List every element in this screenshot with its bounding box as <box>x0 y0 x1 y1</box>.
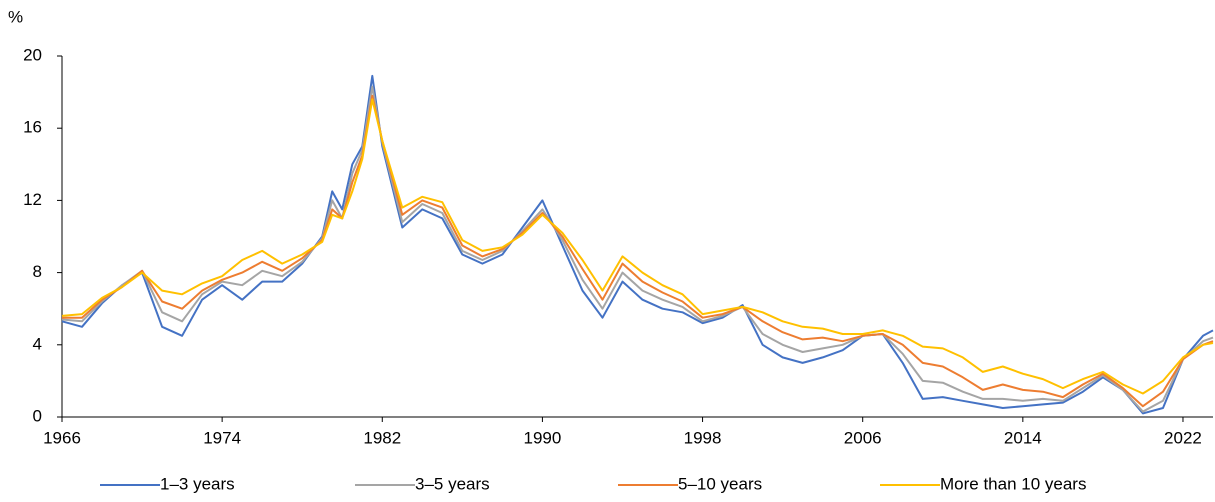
y-axis-label: % <box>8 7 23 26</box>
x-tick-label: 1998 <box>684 428 722 447</box>
series-line <box>61 85 1214 413</box>
series-line <box>61 98 1214 395</box>
legend-label: More than 10 years <box>940 474 1086 493</box>
x-tick-label: 1982 <box>363 428 401 447</box>
series-line <box>61 74 1214 415</box>
y-tick-label: 4 <box>33 334 42 353</box>
x-tick-label: 2014 <box>1004 428 1042 447</box>
x-tick-label: 1990 <box>524 428 562 447</box>
x-tick-label: 2006 <box>844 428 882 447</box>
series-line <box>62 94 1214 408</box>
y-tick-label: 0 <box>33 406 42 425</box>
x-tick-label: 1966 <box>43 428 81 447</box>
legend-label: 1–3 years <box>160 474 235 493</box>
y-tick-label: 16 <box>23 118 42 137</box>
y-tick-label: 20 <box>23 45 42 64</box>
y-tick-label: 8 <box>33 262 42 281</box>
x-tick-label: 1974 <box>203 428 241 447</box>
x-tick-label: 2022 <box>1164 428 1202 447</box>
legend-label: 5–10 years <box>678 474 762 493</box>
legend-label: 3–5 years <box>415 474 490 493</box>
y-tick-label: 12 <box>23 190 42 209</box>
